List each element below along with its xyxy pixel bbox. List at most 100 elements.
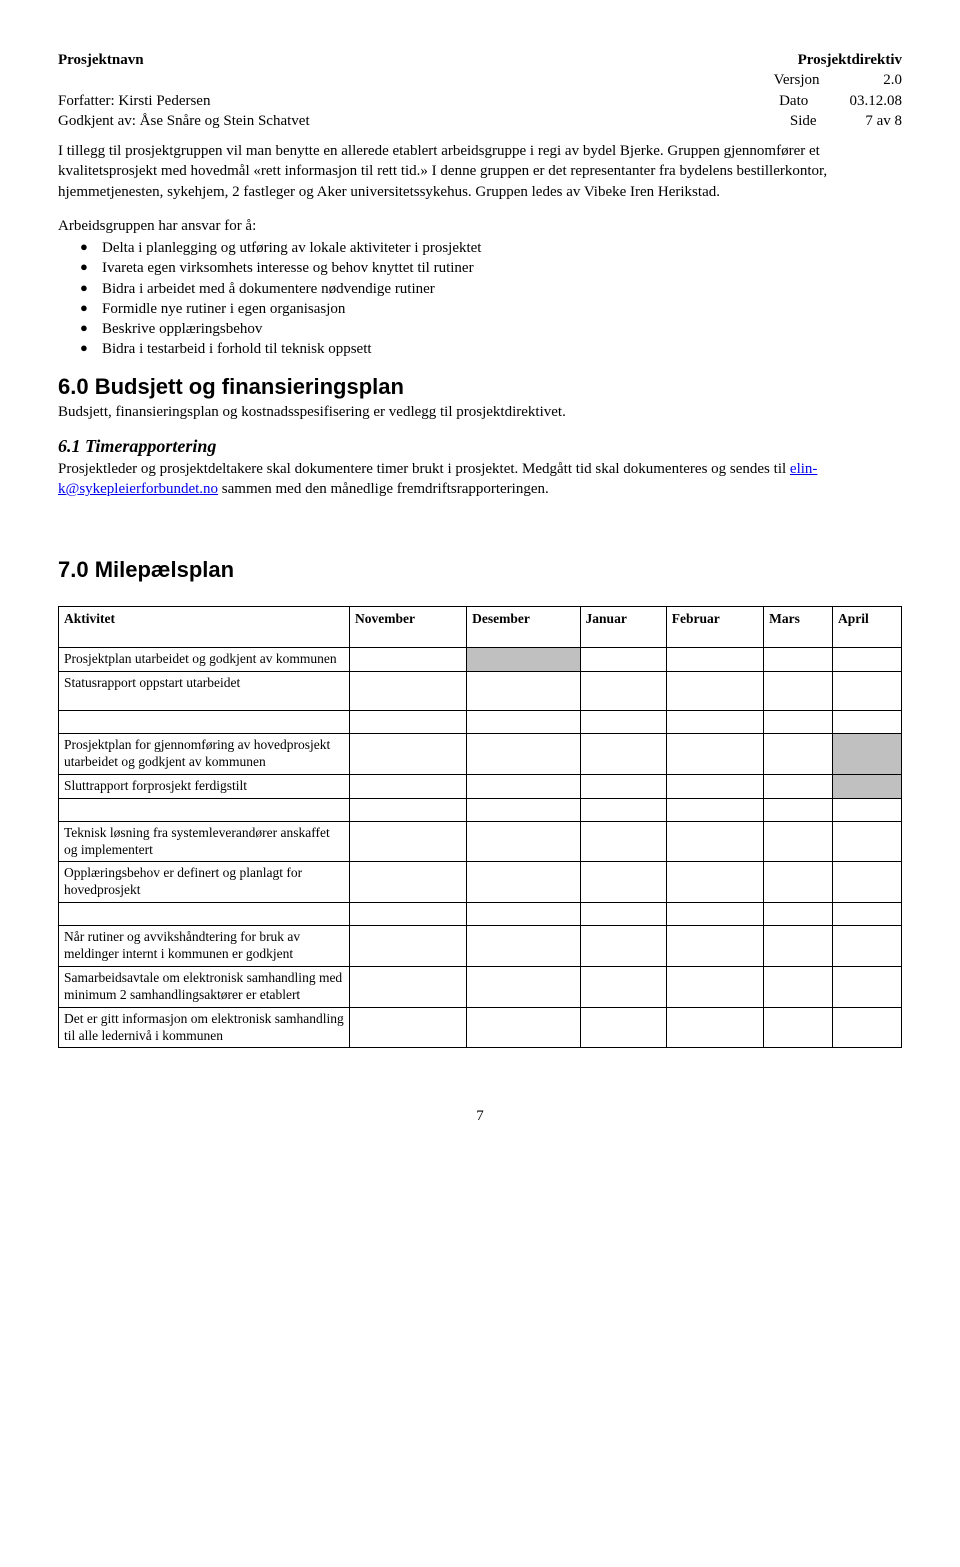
month-cell (580, 926, 666, 967)
month-cell (764, 672, 833, 711)
month-cell (833, 966, 902, 1007)
page-footer: 7 (58, 1108, 902, 1125)
version-value: 2.0 (883, 72, 902, 88)
page-label: Side (790, 113, 817, 129)
month-cell (666, 672, 763, 711)
month-cell (666, 1007, 763, 1048)
gap-row (59, 903, 902, 926)
gap-row (59, 798, 902, 821)
time-text-before: Prosjektleder og prosjektdeltakere skal … (58, 461, 790, 477)
table-row: Prosjektplan utarbeidet og godkjent av k… (59, 648, 902, 672)
month-cell (833, 774, 902, 798)
activity-cell: Sluttrapport forprosjekt ferdigstilt (59, 774, 350, 798)
month-cell (580, 862, 666, 903)
month-cell (764, 734, 833, 775)
approved-line: Godkjent av: Åse Snåre og Stein Schatvet (58, 111, 617, 131)
month-cell (764, 1007, 833, 1048)
month-cell (833, 734, 902, 775)
month-cell (350, 672, 467, 711)
month-cell (350, 862, 467, 903)
month-cell (764, 926, 833, 967)
table-row: Når rutiner og avvikshåndtering for bruk… (59, 926, 902, 967)
month-cell (467, 734, 580, 775)
col-activity: Aktivitet (59, 607, 350, 648)
intro-paragraph: I tillegg til prosjektgruppen vil man be… (58, 141, 902, 202)
document-header: Prosjektnavn Prosjektdirektiv Versjon 2.… (58, 50, 902, 131)
month-cell (764, 648, 833, 672)
month-cell (833, 862, 902, 903)
activity-cell: Opplæringsbehov er definert og planlagt … (59, 862, 350, 903)
month-cell (467, 672, 580, 711)
list-item: Bidra i arbeidet med å dokumentere nødve… (58, 279, 902, 299)
list-item: Formidle nye rutiner i egen organisasjon (58, 299, 902, 319)
date-label: Dato (779, 93, 808, 109)
month-cell (764, 862, 833, 903)
month-cell (580, 774, 666, 798)
table-row: Det er gitt informasjon om elektronisk s… (59, 1007, 902, 1048)
month-cell (467, 774, 580, 798)
month-cell (467, 1007, 580, 1048)
activity-cell: Prosjektplan for gjennomføring av hovedp… (59, 734, 350, 775)
table-header-row: Aktivitet November Desember Januar Febru… (59, 607, 902, 648)
month-cell (666, 966, 763, 1007)
month-cell (764, 966, 833, 1007)
table-row: Teknisk løsning fra systemleverandører a… (59, 821, 902, 862)
month-cell (467, 966, 580, 1007)
budget-paragraph: Budsjett, finansieringsplan og kostnadss… (58, 402, 902, 422)
list-item: Beskrive opplæringsbehov (58, 319, 902, 339)
date-value: 03.12.08 (850, 93, 903, 109)
month-cell (350, 648, 467, 672)
month-cell (666, 774, 763, 798)
heading-budget: 6.0 Budsjett og finansieringsplan (58, 374, 902, 400)
col-november: November (350, 607, 467, 648)
month-cell (833, 1007, 902, 1048)
table-row: Statusrapport oppstart utarbeidet (59, 672, 902, 711)
time-text-after: sammen med den månedlige fremdriftsrappo… (218, 481, 549, 497)
activity-cell: Det er gitt informasjon om elektronisk s… (59, 1007, 350, 1048)
month-cell (666, 734, 763, 775)
col-january: Januar (580, 607, 666, 648)
list-intro: Arbeidsgruppen har ansvar for å: (58, 216, 902, 236)
month-cell (833, 648, 902, 672)
activity-cell: Prosjektplan utarbeidet og godkjent av k… (59, 648, 350, 672)
gap-row (59, 711, 902, 734)
col-april: April (833, 607, 902, 648)
col-march: Mars (764, 607, 833, 648)
month-cell (467, 821, 580, 862)
month-cell (350, 966, 467, 1007)
month-cell (350, 821, 467, 862)
table-row: Opplæringsbehov er definert og planlagt … (59, 862, 902, 903)
page-value: 7 av 8 (865, 113, 902, 129)
month-cell (350, 926, 467, 967)
month-cell (666, 862, 763, 903)
list-item: Ivareta egen virksomhets interesse og be… (58, 258, 902, 278)
heading-time-reporting: 6.1 Timerapportering (58, 436, 902, 457)
table-row: Samarbeidsavtale om elektronisk samhandl… (59, 966, 902, 1007)
responsibility-list: Delta i planlegging og utføring av lokal… (58, 238, 902, 360)
version-label: Versjon (774, 72, 820, 88)
milestone-table: Aktivitet November Desember Januar Febru… (58, 606, 902, 1048)
month-cell (467, 926, 580, 967)
month-cell (833, 672, 902, 711)
author-line: Forfatter: Kirsti Pedersen (58, 91, 617, 111)
month-cell (580, 648, 666, 672)
col-december: Desember (467, 607, 580, 648)
month-cell (666, 821, 763, 862)
activity-cell: Når rutiner og avvikshåndtering for bruk… (59, 926, 350, 967)
col-february: Februar (666, 607, 763, 648)
table-row: Prosjektplan for gjennomføring av hovedp… (59, 734, 902, 775)
list-item: Bidra i testarbeid i forhold til teknisk… (58, 339, 902, 359)
month-cell (580, 672, 666, 711)
activity-cell: Teknisk løsning fra systemleverandører a… (59, 821, 350, 862)
table-row: Sluttrapport forprosjekt ferdigstilt (59, 774, 902, 798)
month-cell (467, 648, 580, 672)
month-cell (580, 734, 666, 775)
project-name-label: Prosjektnavn (58, 50, 617, 70)
page-number: 7 (476, 1108, 484, 1124)
month-cell (580, 966, 666, 1007)
time-paragraph: Prosjektleder og prosjektdeltakere skal … (58, 459, 902, 500)
month-cell (580, 1007, 666, 1048)
heading-milestone: 7.0 Milepælsplan (58, 557, 902, 583)
activity-cell: Statusrapport oppstart utarbeidet (59, 672, 350, 711)
month-cell (764, 774, 833, 798)
